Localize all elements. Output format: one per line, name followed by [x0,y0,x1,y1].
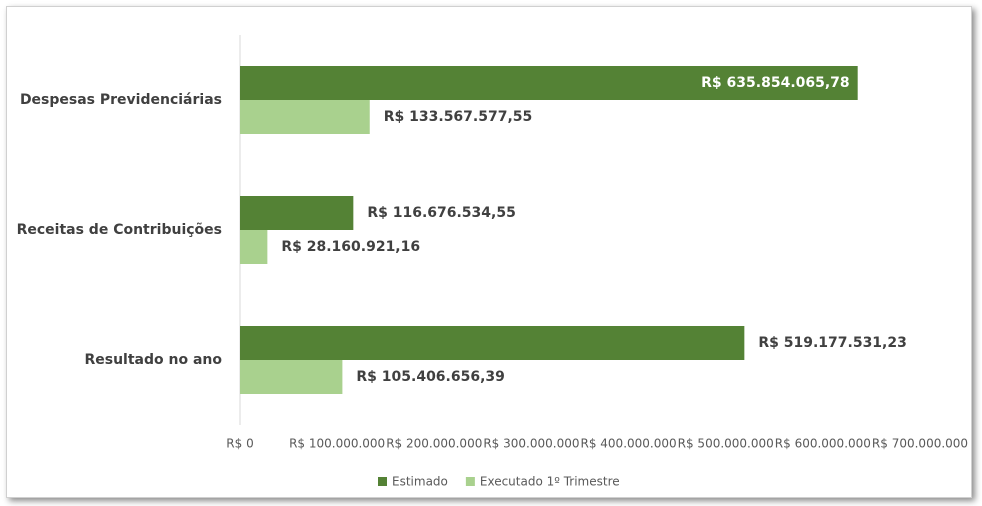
bar [240,66,858,100]
bar [240,100,370,134]
x-tick-label: R$ 400.000.000 [581,437,677,451]
bar [240,230,268,264]
category-label: Receitas de Contribuições [17,222,222,238]
x-tick-label: R$ 300.000.000 [483,437,579,451]
value-label: R$ 635.854.065,78 [701,75,850,91]
value-label: R$ 116.676.534,55 [367,205,516,221]
category-label: Resultado no ano [84,352,222,368]
bar [240,326,745,360]
x-tick-label: R$ 0 [226,437,253,451]
bar [240,196,354,230]
legend-label: Executado 1º Trimestre [480,475,620,489]
legend-swatch [378,477,387,486]
x-tick-label: R$ 700.000.000 [872,437,968,451]
category-label: Despesas Previdenciárias [20,92,222,108]
value-label: R$ 519.177.531,23 [758,335,907,351]
x-tick-label: R$ 500.000.000 [678,437,774,451]
x-tick-label: R$ 100.000.000 [289,437,385,451]
legend-swatch [465,477,475,486]
value-label: R$ 105.406.656,39 [356,369,505,385]
x-tick-label: R$ 600.000.000 [775,437,871,451]
legend-label: Estimado [392,475,448,489]
x-tick-label: R$ 200.000.000 [386,437,482,451]
value-label: R$ 133.567.577,55 [384,109,533,125]
bar [240,360,343,394]
value-label: R$ 28.160.921,16 [281,239,420,255]
